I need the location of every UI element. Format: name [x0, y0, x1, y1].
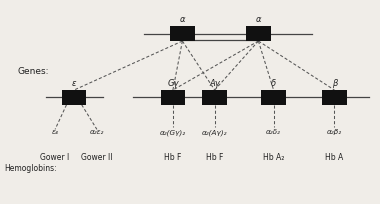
Bar: [62, 91, 87, 105]
Text: Gγ: Gγ: [167, 79, 179, 88]
Text: β: β: [332, 79, 337, 88]
Text: ε₄: ε₄: [52, 129, 59, 135]
Text: Genes:: Genes:: [17, 67, 49, 76]
Bar: [246, 27, 271, 42]
Text: Hb F: Hb F: [164, 152, 182, 161]
Text: Gower II: Gower II: [81, 152, 112, 161]
Text: Hb A: Hb A: [325, 152, 344, 161]
Text: α₂ε₂: α₂ε₂: [90, 129, 104, 135]
Text: ε: ε: [72, 79, 76, 88]
Text: α₂(Gγ)₂: α₂(Gγ)₂: [160, 129, 186, 135]
Bar: [261, 91, 286, 105]
Text: α: α: [180, 15, 185, 24]
Text: Hb A₂: Hb A₂: [263, 152, 284, 161]
Bar: [322, 91, 347, 105]
Bar: [160, 91, 185, 105]
Text: α₂δ₂: α₂δ₂: [266, 129, 281, 135]
Text: Hb F: Hb F: [206, 152, 223, 161]
Text: α₂(Aγ)₂: α₂(Aγ)₂: [202, 129, 228, 135]
Text: Aγ: Aγ: [209, 79, 220, 88]
Text: Hemoglobins:: Hemoglobins:: [4, 163, 56, 172]
Bar: [202, 91, 227, 105]
Text: α: α: [256, 15, 261, 24]
Text: Gower I: Gower I: [41, 152, 70, 161]
Text: δ: δ: [271, 79, 276, 88]
Bar: [170, 27, 195, 42]
Text: α₂β₂: α₂β₂: [327, 129, 342, 135]
